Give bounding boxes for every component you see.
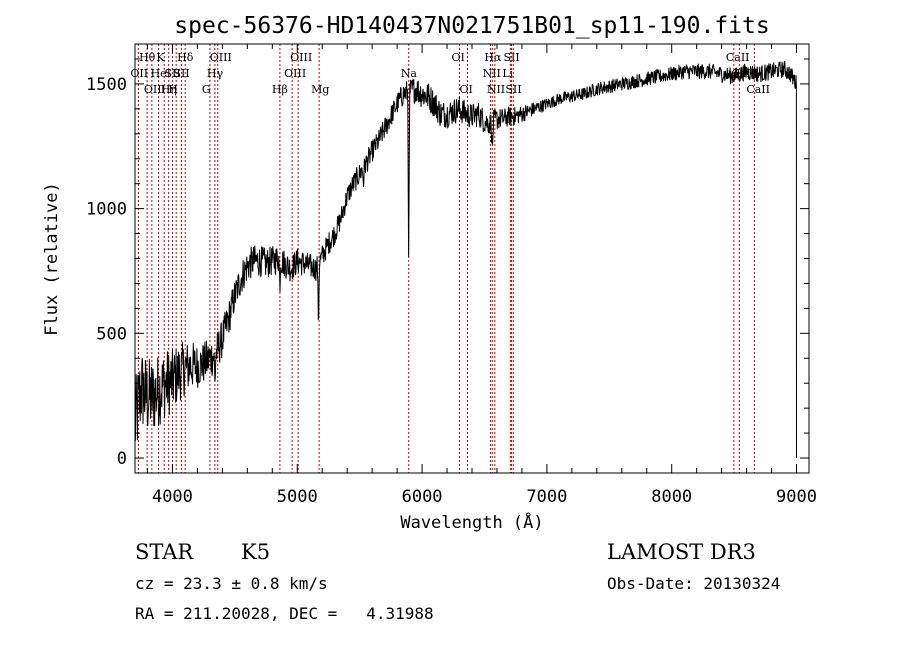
spectral-line-label: Na — [401, 67, 418, 80]
survey-name: LAMOST DR3 — [607, 540, 756, 564]
chart-title: spec-56376-HD140437N021751B01_sp11-190.f… — [174, 13, 769, 39]
x-axis-label: Wavelength (Å) — [400, 511, 543, 533]
spectral-line-label: Hγ — [207, 67, 224, 80]
spectral-line-label: G — [202, 83, 211, 96]
spectral-line-label: CaII — [746, 83, 770, 96]
x-tick-label: 8000 — [651, 487, 692, 507]
spectral-line-label: OIII — [210, 51, 232, 64]
spectral-line-label: NII — [482, 67, 500, 80]
y-tick-label: 1500 — [86, 75, 127, 95]
plot-frame — [134, 43, 810, 474]
coordinates: RA = 211.20028, DEC = 4.31988 — [135, 604, 434, 623]
y-tick-label: 1000 — [86, 200, 127, 220]
spectral-line-label: Hδ — [177, 51, 194, 64]
y-tick-label: 500 — [96, 324, 127, 344]
x-tick-label: 6000 — [402, 487, 443, 507]
spectral-line-label: OI — [460, 83, 473, 96]
spectral-line-label: NII — [487, 83, 505, 96]
spectral-line-label: OII — [130, 67, 148, 80]
spectral-line-label: Hβ — [272, 83, 288, 96]
x-tick-label: 7000 — [526, 487, 567, 507]
object-subclass: K5 — [241, 540, 271, 564]
spectral-line-label: K — [156, 51, 165, 64]
spectral-line-label: Mg — [311, 83, 329, 96]
spectral-line-label: CaII — [726, 51, 750, 64]
y-tick-label: 0 — [117, 449, 127, 469]
redshift-cz: cz = 23.3 ± 0.8 km/s — [135, 574, 328, 593]
x-tick-label: 4000 — [152, 487, 193, 507]
spectral-line-label: SII — [173, 67, 189, 80]
spectrum-line — [134, 60, 797, 459]
spectral-line-label: OI — [452, 51, 465, 64]
axis-ticks: 4000 5000 6000 7000 8000 9000 0 500 1000 1500 — [86, 44, 817, 507]
spectral-line-label: OIII — [290, 51, 312, 64]
y-axis-label: Flux (relative) — [42, 182, 62, 336]
spectral-line-label: SII — [505, 83, 521, 96]
x-tick-label: 9000 — [776, 487, 817, 507]
spectral-line-label: Li — [502, 67, 513, 80]
spectral-line-label: HeI — [151, 67, 171, 80]
observation-date: Obs-Date: 20130324 — [607, 574, 781, 593]
x-tick-label: 5000 — [277, 487, 318, 507]
spectrum-series — [134, 60, 797, 459]
object-class: STAR — [135, 540, 194, 564]
spectral-line-label: SII — [503, 51, 519, 64]
spectral-line-label: OIII — [284, 67, 306, 80]
spectral-line-label: OIII — [144, 83, 166, 96]
spectral-line-label: Hθ — [139, 51, 156, 64]
spectral-line-label: Hα — [484, 51, 502, 64]
spectral-line-label: H — [168, 83, 178, 96]
